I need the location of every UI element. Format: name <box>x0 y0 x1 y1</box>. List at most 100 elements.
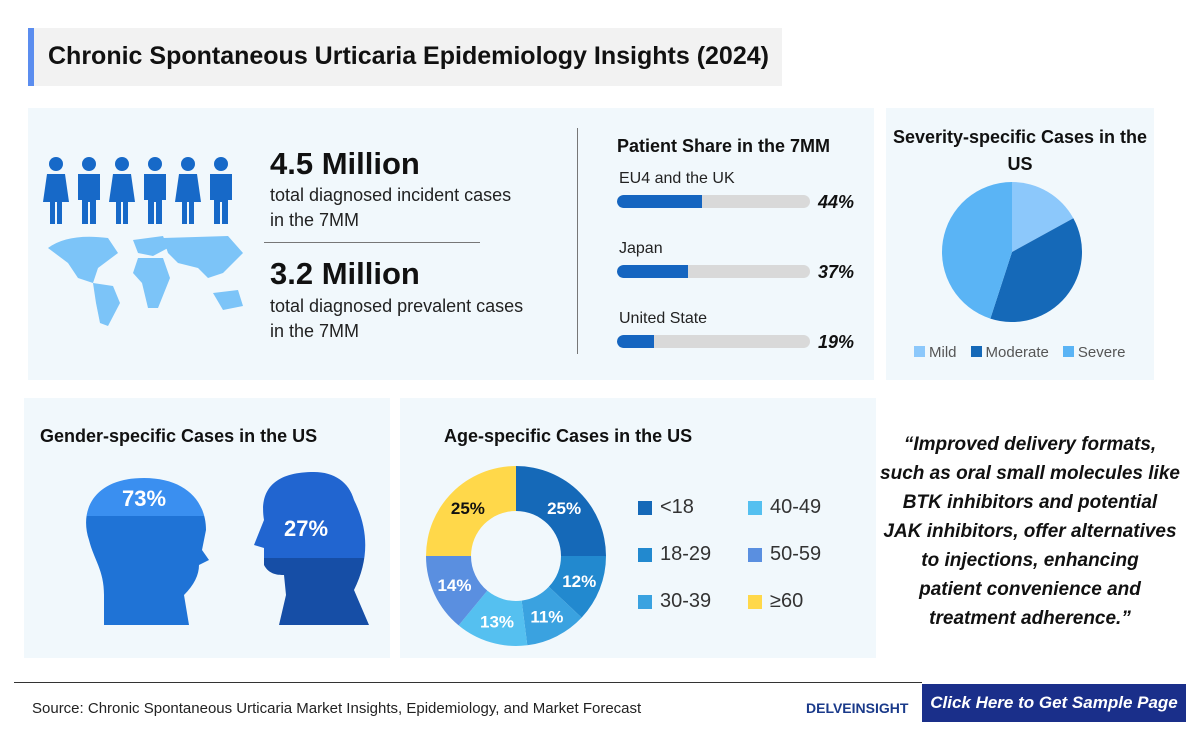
age-slice <box>521 586 582 646</box>
gender-panel: Gender-specific Cases in the US 73% 27% <box>24 398 390 658</box>
severity-panel: Severity-specific Cases in the US Mild Mo… <box>886 108 1154 380</box>
legend-swatch <box>970 346 982 357</box>
share-bar <box>617 335 810 348</box>
age-slice-label: 11% <box>530 608 563 627</box>
legend-label: ≥60 <box>770 590 804 612</box>
legend-label: Mild <box>929 344 957 361</box>
sample-page-button[interactable]: Click Here to Get Sample Page <box>922 684 1186 722</box>
age-slice-label: 12% <box>562 572 596 591</box>
female-pct: 73% <box>122 486 166 511</box>
prevalent-value: 3.2 Million <box>270 256 420 291</box>
male-pct: 27% <box>284 516 328 541</box>
share-bar-fill <box>617 195 702 208</box>
age-legend-item: 30-39 <box>638 590 748 613</box>
delveinsight-logo: DELVEINSIGHT <box>806 700 909 716</box>
share-label: Japan <box>619 240 663 257</box>
severity-legend-item: Mild <box>914 344 957 361</box>
legend-label: 30-39 <box>660 590 712 612</box>
severity-legend-item: Severe <box>1062 344 1126 361</box>
legend-label: 40-49 <box>770 496 822 518</box>
legend-swatch <box>1062 346 1074 357</box>
gender-title: Gender-specific Cases in the US <box>40 426 318 446</box>
stats-panel: 4.5 Million total diagnosed incident cas… <box>28 108 874 380</box>
severity-slice-mild <box>1012 182 1074 252</box>
legend-swatch <box>914 346 925 357</box>
male-head-icon <box>254 472 369 625</box>
footer-rule <box>14 682 922 683</box>
legend-label: 18-29 <box>660 543 712 565</box>
world-map-icon <box>48 236 243 326</box>
gender-heads: 73% 27% <box>86 472 369 625</box>
share-pct: 19% <box>818 332 855 352</box>
age-donut: 25% 12% 11% 13% 14% 25% <box>426 466 606 646</box>
person-icon <box>78 157 100 224</box>
title-box: Chronic Spontaneous Urticaria Epidemiolo… <box>28 28 782 86</box>
patient-share-title: Patient Share in the 7MM <box>617 136 831 156</box>
page-title: Chronic Spontaneous Urticaria Epidemiolo… <box>48 42 769 70</box>
quote-line: treatment adherence.” <box>929 608 1131 629</box>
legend-label: Severe <box>1077 344 1126 361</box>
legend-swatch <box>748 594 762 609</box>
legend-swatch <box>638 594 652 609</box>
age-panel: Age-specific Cases in the US 25% 12% 11% 13… <box>400 398 876 658</box>
share-pct: 37% <box>818 262 855 282</box>
title-accent <box>28 28 34 86</box>
share-bar-fill <box>617 335 654 348</box>
age-legend-item: <18 <box>638 496 748 519</box>
quote: “Improved delivery formats, such as oral … <box>880 430 1180 633</box>
severity-slice-severe <box>942 182 1012 319</box>
severity-legend-item: Moderate <box>970 344 1049 361</box>
legend-label: 50-59 <box>770 543 822 565</box>
vertical-divider <box>577 128 578 354</box>
legend-swatch <box>638 547 652 562</box>
legend-swatch <box>748 547 762 562</box>
person-icon <box>109 157 135 224</box>
age-legend-item: 50-59 <box>748 543 858 566</box>
share-label: EU4 and the UK <box>619 170 735 187</box>
divider <box>264 242 480 243</box>
quote-line: to injections, enhancing <box>921 550 1139 571</box>
prevalent-desc-line: in the 7MM <box>270 321 360 341</box>
share-bar <box>617 265 810 278</box>
age-slice-label: 14% <box>437 576 471 595</box>
incident-value: 4.5 Million <box>270 146 420 181</box>
quote-line: such as oral small molecules like <box>880 463 1180 484</box>
severity-pie <box>942 182 1082 322</box>
incident-desc-line: total diagnosed incident cases <box>270 185 512 205</box>
share-bar <box>617 195 810 208</box>
age-legend-item: 18-29 <box>638 543 748 566</box>
age-legend: <18 40-49 18-29 50-59 30-39 ≥60 <box>638 496 858 613</box>
prevalent-desc-line: total diagnosed prevalent cases <box>270 296 524 316</box>
age-slice-label: 25% <box>451 499 485 518</box>
age-slice <box>426 466 516 556</box>
share-bar-fill <box>617 265 689 278</box>
incident-desc: total diagnosed incident cases in the 7MM <box>270 183 511 233</box>
severity-title: Severity-specific Cases in the US <box>892 127 1148 174</box>
source-text: Source: Chronic Spontaneous Urticaria Ma… <box>32 700 642 717</box>
age-slice-label: 13% <box>480 612 514 631</box>
legend-swatch <box>748 500 762 515</box>
share-label: United State <box>619 310 708 327</box>
age-slice <box>516 466 606 556</box>
person-icon <box>175 157 201 224</box>
share-pct: 44% <box>818 192 855 212</box>
severity-legend: Mild Moderate Severe <box>914 344 1125 361</box>
age-slice <box>458 590 528 646</box>
age-slice <box>548 556 606 618</box>
people-icon <box>43 157 232 224</box>
legend-label: Moderate <box>985 344 1049 361</box>
quote-line: BTK inhibitors and potential <box>902 492 1158 513</box>
person-icon <box>210 157 232 224</box>
quote-line: patient convenience and <box>919 579 1141 600</box>
person-icon <box>43 157 69 224</box>
severity-slice-moderate <box>990 218 1082 322</box>
age-slice-label: 25% <box>547 499 581 518</box>
age-slice <box>426 556 488 626</box>
legend-label: <18 <box>660 496 694 518</box>
age-legend-item: 40-49 <box>748 496 858 519</box>
prevalent-desc: total diagnosed prevalent cases in the 7M… <box>270 294 523 344</box>
quote-line: “Improved delivery formats, <box>903 434 1157 455</box>
quote-line: JAK inhibitors, offer alternatives <box>883 521 1177 542</box>
legend-swatch <box>638 500 652 515</box>
